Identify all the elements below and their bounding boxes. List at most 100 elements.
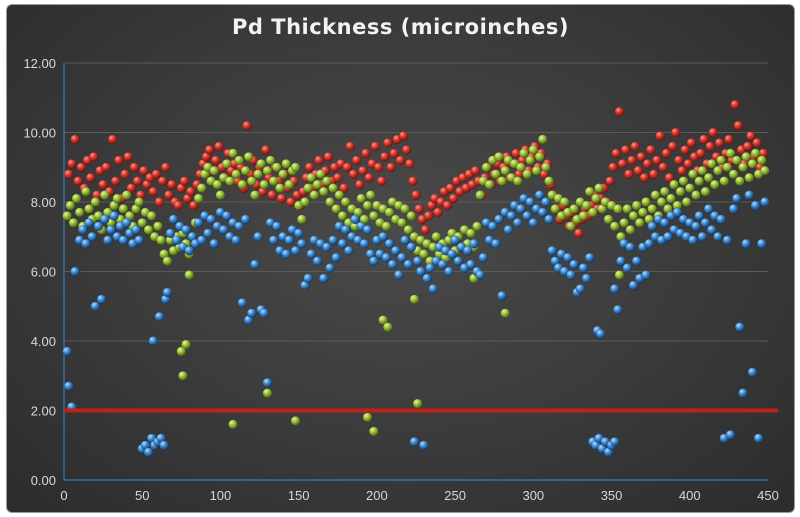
data-point: [103, 235, 113, 245]
data-point: [418, 249, 429, 259]
data-point: [386, 162, 396, 173]
data-point: [617, 158, 628, 169]
data-point: [581, 273, 592, 284]
data-point: [296, 214, 307, 225]
data-point: [63, 381, 74, 392]
x-tick-label: 100: [210, 488, 232, 503]
data-point: [738, 388, 748, 398]
data-point: [303, 273, 313, 284]
data-point: [318, 273, 329, 284]
data-point: [691, 190, 701, 200]
data-point: [633, 165, 644, 176]
data-point: [65, 200, 76, 211]
scatter-plot: 0.00 2.00 4.00 6.00 8.00 10.00 12.00 0 50 100 150 2…: [23, 56, 779, 503]
data-point: [281, 158, 292, 169]
data-point: [214, 141, 224, 152]
data-point: [121, 190, 132, 200]
data-point: [250, 259, 260, 270]
data-point: [356, 193, 367, 204]
data-point: [224, 176, 235, 186]
data-point: [357, 165, 368, 176]
data-point: [620, 145, 631, 155]
data-point: [525, 197, 536, 207]
data-point: [609, 284, 620, 294]
data-point: [408, 176, 418, 186]
data-point: [431, 231, 442, 242]
data-point: [134, 235, 144, 245]
data-point: [131, 224, 141, 235]
data-point: [725, 429, 736, 440]
data-point: [331, 204, 342, 214]
data-point: [162, 256, 173, 266]
data-point: [691, 221, 701, 232]
data-point: [193, 193, 204, 204]
data-point: [639, 172, 650, 183]
data-point: [325, 197, 335, 207]
data-point: [234, 155, 244, 166]
data-point: [649, 169, 659, 179]
data-point: [714, 138, 725, 148]
data-point: [290, 162, 301, 173]
data-point: [121, 217, 132, 228]
data-point: [206, 214, 216, 225]
data-point: [62, 211, 72, 221]
data-point: [387, 259, 398, 270]
data-point: [253, 231, 263, 242]
data-point: [259, 308, 270, 319]
data-point: [188, 200, 199, 211]
data-point: [84, 204, 94, 214]
data-point: [578, 211, 589, 221]
data-point: [756, 238, 767, 249]
data-point: [401, 145, 412, 155]
data-point: [85, 172, 96, 183]
data-point: [81, 238, 91, 249]
data-point: [118, 204, 129, 214]
y-tick-label: 0.00: [31, 473, 56, 488]
y-tick-label: 8.00: [31, 195, 56, 210]
data-point: [209, 238, 219, 249]
data-point: [616, 256, 626, 266]
data-point: [566, 221, 576, 232]
data-point: [340, 224, 351, 235]
data-point: [742, 141, 753, 152]
data-point: [628, 280, 639, 291]
data-point: [81, 186, 91, 197]
data-point: [237, 179, 248, 190]
data-point: [760, 165, 770, 176]
data-point: [753, 433, 764, 444]
data-point: [318, 186, 329, 197]
chart-title: Pd Thickness (microinches): [232, 15, 569, 39]
y-tick-label: 4.00: [31, 334, 56, 349]
data-point: [262, 165, 273, 176]
data-point: [487, 221, 498, 232]
data-point: [143, 447, 154, 458]
data-point: [515, 204, 526, 214]
data-point: [625, 224, 636, 235]
data-point: [284, 235, 295, 245]
data-point: [547, 245, 557, 256]
data-point: [724, 134, 734, 145]
data-point: [537, 134, 548, 145]
data-point: [563, 252, 573, 263]
data-point: [469, 238, 479, 249]
data-point: [118, 235, 129, 245]
data-point: [638, 207, 648, 218]
data-point: [231, 235, 241, 245]
data-point: [750, 148, 761, 159]
data-point: [641, 197, 651, 207]
x-tick-label: 0: [60, 488, 67, 503]
data-point: [309, 190, 320, 200]
data-point: [148, 186, 158, 197]
data-point: [262, 388, 273, 398]
x-tick-label: 450: [757, 488, 779, 503]
data-point: [578, 263, 589, 273]
data-point: [588, 207, 598, 218]
data-point: [340, 197, 351, 207]
data-point: [605, 176, 615, 186]
data-point: [627, 155, 637, 166]
data-point: [303, 183, 313, 193]
data-point: [569, 204, 579, 214]
data-point: [694, 211, 705, 221]
x-tick-label: 350: [601, 488, 623, 503]
data-point: [137, 217, 147, 228]
